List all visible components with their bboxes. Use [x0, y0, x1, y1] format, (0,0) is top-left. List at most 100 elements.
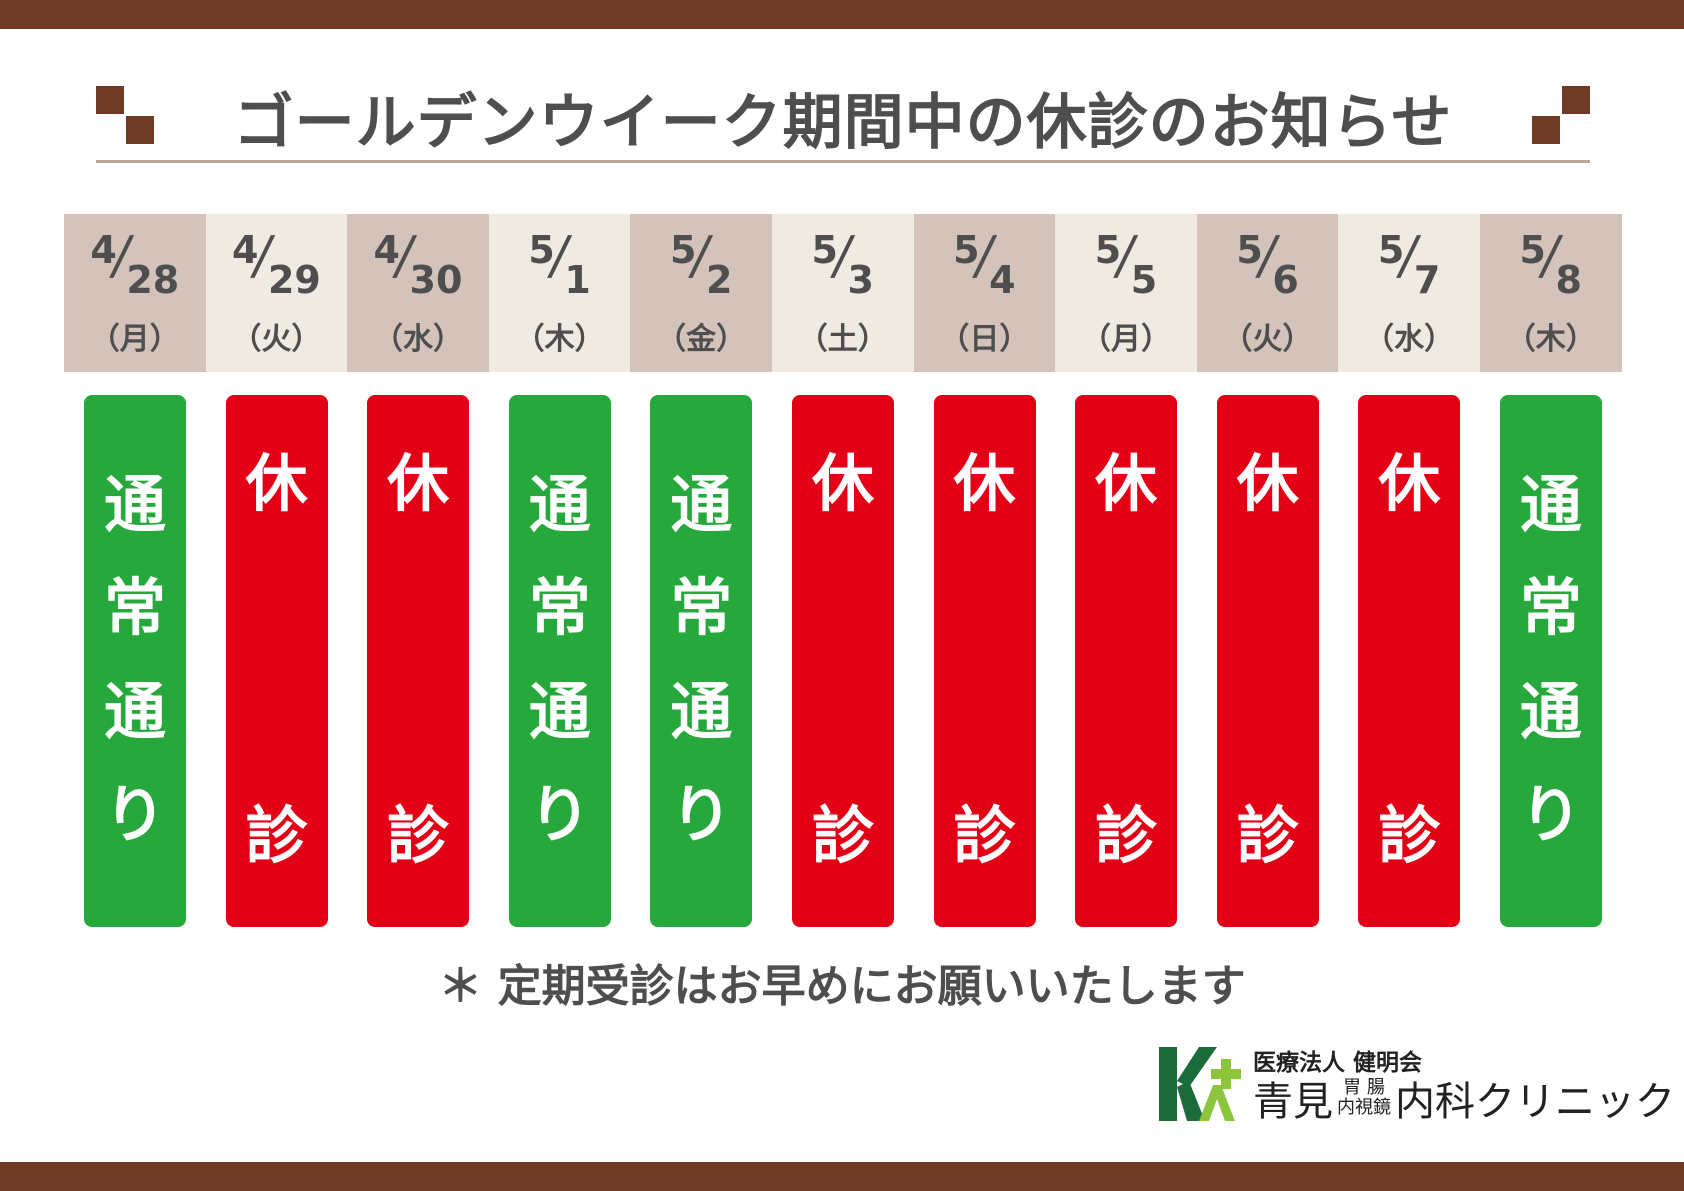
status-char: 通	[528, 674, 591, 748]
date-cell: 5/5 （月）	[1055, 214, 1197, 372]
weekday-label: （月）	[89, 322, 180, 357]
weekday-label: （土）	[797, 322, 888, 357]
status-char: 診	[245, 799, 308, 872]
date-day: 28	[126, 258, 180, 302]
date-label: 5/7	[1338, 226, 1480, 302]
status-bar-closed: 休診	[367, 395, 470, 927]
status-char: 常	[103, 571, 166, 645]
top-band	[0, 0, 1684, 29]
status-char: 休	[953, 447, 1016, 520]
date-column: 5/4 （日）	[913, 214, 1056, 372]
status-bar-closed: 休診	[1216, 395, 1319, 927]
clinic-corporation: 医療法人 健明会	[1253, 1050, 1423, 1076]
date-column: 5/3 （土）	[771, 214, 914, 372]
status-char: 診	[811, 799, 874, 872]
date-cell: 5/7 （水）	[1338, 214, 1480, 372]
title-area: ゴールデンウイーク期間中の休診のお知らせ	[96, 72, 1590, 162]
title-decoration-left	[96, 86, 154, 144]
status-char: 通	[103, 674, 166, 748]
status-char: 診	[1095, 799, 1158, 872]
status-char: 休	[387, 447, 450, 520]
date-label: 4/30	[347, 226, 489, 302]
status-char: り	[528, 778, 591, 852]
status-char: り	[670, 778, 733, 852]
date-cell: 5/6 （火）	[1196, 214, 1339, 372]
weekday-label: （木）	[514, 322, 605, 357]
date-day: 2	[705, 258, 733, 302]
status-char: 診	[387, 799, 450, 872]
title-decoration-right	[1532, 86, 1590, 144]
notice-text: ＊ 定期受診はお早めにお願いいたします	[438, 961, 1246, 1012]
status-bar-normal: 通常通り	[650, 395, 753, 927]
date-header-row: 4/28 （月） 4/29 （火） 4/30 （水） 5/1 （木） 5/2 （金） 5/3 （土） 5…	[64, 214, 1622, 372]
date-label: 4/28	[64, 226, 206, 302]
date-label: 5/2	[630, 226, 772, 302]
status-char: 休	[1095, 447, 1158, 520]
date-column: 5/7 （水）	[1338, 214, 1480, 372]
status-char: 診	[1378, 799, 1441, 872]
weekday-label: （木）	[1505, 322, 1596, 357]
status-char: 常	[528, 571, 591, 645]
date-label: 5/5	[1055, 226, 1197, 302]
status-char: 通	[1519, 674, 1582, 748]
date-label: 5/1	[489, 226, 631, 302]
weekday-label: （月）	[1080, 322, 1171, 357]
date-month: 5	[811, 228, 838, 272]
date-column: 5/5 （月）	[1055, 214, 1197, 372]
page-title: ゴールデンウイーク期間中の休診のお知らせ	[233, 87, 1453, 158]
date-day: 30	[409, 258, 463, 302]
date-month: 5	[669, 228, 697, 272]
clinic-signature: 医療法人 健明会 青見 胃 腸 内視鏡 内科クリニック	[1159, 1043, 1675, 1125]
status-char: 通	[670, 467, 733, 541]
date-column: 5/6 （火）	[1196, 214, 1339, 372]
date-month: 4	[373, 228, 400, 272]
clinic-logo-icon	[1159, 1047, 1241, 1121]
weekday-label: （金）	[656, 322, 747, 357]
date-column: 4/30 （水）	[347, 214, 489, 372]
date-day: 3	[847, 258, 874, 302]
status-char: 休	[245, 447, 308, 520]
date-column: 4/29 （火）	[205, 214, 348, 372]
date-day: 5	[1130, 258, 1158, 302]
date-day: 1	[564, 258, 591, 302]
status-bar-closed: 休診	[791, 395, 894, 927]
status-bar-closed: 休診	[1075, 395, 1178, 927]
status-char: 通	[1519, 467, 1582, 541]
weekday-label: （火）	[1222, 322, 1313, 357]
date-label: 5/6	[1197, 226, 1339, 300]
date-day: 8	[1555, 258, 1582, 302]
date-cell: 5/2 （金）	[630, 214, 772, 372]
date-column: 4/28 （月）	[64, 214, 206, 372]
status-char: り	[103, 778, 166, 852]
date-month: 4	[231, 228, 259, 272]
status-char: り	[1519, 778, 1582, 852]
status-char: 通	[103, 467, 166, 541]
status-char: 常	[670, 571, 733, 645]
date-label: 5/3	[772, 226, 914, 302]
date-month: 5	[1377, 228, 1405, 272]
status-char: 診	[953, 799, 1016, 872]
date-month: 5	[1236, 228, 1263, 272]
date-day: 7	[1413, 258, 1441, 302]
date-label: 4/29	[206, 226, 348, 300]
weekday-label: （火）	[231, 322, 322, 357]
date-column: 5/1 （木）	[488, 214, 631, 372]
status-bar-normal: 通常通り	[84, 395, 186, 927]
date-column: 5/8 （木）	[1479, 214, 1622, 372]
status-char: 休	[1236, 447, 1299, 520]
date-label: 5/8	[1480, 226, 1622, 302]
date-cell: 5/1 （木）	[488, 214, 631, 372]
date-cell: 4/29 （火）	[205, 214, 348, 372]
date-month: 5	[1519, 228, 1546, 272]
date-month: 4	[90, 228, 117, 272]
clinic-name: 青見 胃 腸 内視鏡 内科クリニック	[1253, 1077, 1675, 1126]
date-month: 5	[953, 228, 980, 272]
date-cell: 4/30 （水）	[347, 214, 489, 372]
status-char: 常	[1519, 571, 1582, 645]
date-day: 4	[989, 258, 1016, 302]
bottom-band	[0, 1162, 1684, 1191]
status-bar-closed: 休診	[1358, 395, 1461, 927]
title-underline	[96, 160, 1590, 163]
date-cell: 4/28 （月）	[64, 214, 206, 372]
status-bar-normal: 通常通り	[1499, 395, 1602, 927]
